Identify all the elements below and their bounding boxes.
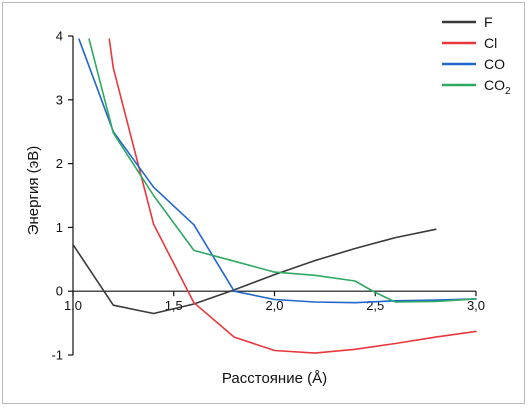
x-axis-title: Расстояние (Å) (222, 370, 327, 387)
x-tick-label: 2,0 (265, 298, 283, 313)
legend-label-f: F (484, 14, 493, 30)
legend-label-co2: CO2 (484, 77, 511, 97)
series-line-f (73, 228, 437, 315)
legend-label-cl: Cl (484, 35, 497, 51)
x-tick-label: 1,0 (64, 298, 82, 313)
legend-label-co: CO (484, 56, 505, 72)
series-line-cl (108, 38, 477, 354)
x-tick-label: 3,0 (467, 298, 485, 313)
y-tick-label: 4 (56, 29, 63, 44)
series-line-co (78, 38, 477, 304)
y-axis-title: Энергия (эВ) (25, 146, 42, 236)
series-layer (73, 38, 477, 354)
legend: F Cl CO CO2 (442, 14, 511, 97)
y-tick-label: 2 (56, 156, 63, 171)
series-line-co2 (88, 38, 477, 303)
y-tick-label: 1 (56, 220, 63, 235)
y-tick-label: 0 (56, 284, 63, 299)
x-tick-label: 2,5 (366, 298, 384, 313)
y-tick-label: -1 (51, 348, 63, 363)
y-tick-label: 3 (56, 92, 63, 107)
